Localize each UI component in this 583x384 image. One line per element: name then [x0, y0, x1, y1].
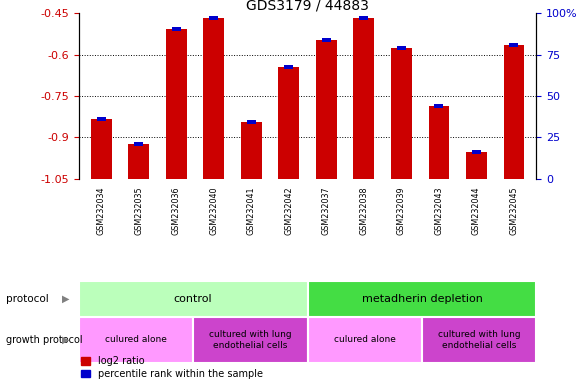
Text: culured alone: culured alone — [334, 335, 396, 344]
Text: metadherin depletion: metadherin depletion — [361, 294, 482, 304]
Title: GDS3179 / 44883: GDS3179 / 44883 — [246, 0, 369, 12]
Text: GSM232035: GSM232035 — [134, 187, 143, 235]
Text: growth protocol: growth protocol — [6, 335, 82, 345]
Bar — [166, 28, 187, 179]
Bar — [97, 118, 106, 121]
Text: cultured with lung
endothelial cells: cultured with lung endothelial cells — [438, 330, 521, 349]
Bar — [241, 122, 262, 179]
Bar — [193, 317, 308, 363]
Text: GSM232042: GSM232042 — [285, 187, 293, 235]
Text: GSM232044: GSM232044 — [472, 187, 481, 235]
Bar — [391, 48, 412, 179]
Text: ▶: ▶ — [62, 335, 70, 345]
Bar — [466, 152, 487, 179]
Bar — [422, 317, 536, 363]
Text: ▶: ▶ — [62, 294, 70, 304]
Text: GSM232041: GSM232041 — [247, 187, 256, 235]
Text: culured alone: culured alone — [105, 335, 167, 344]
Bar — [353, 18, 374, 179]
Text: GSM232039: GSM232039 — [397, 187, 406, 235]
Bar — [79, 281, 308, 317]
Bar — [134, 142, 143, 146]
Bar — [209, 15, 219, 20]
Bar — [509, 43, 518, 47]
Bar — [279, 67, 299, 179]
Text: GSM232037: GSM232037 — [322, 187, 331, 235]
Bar — [504, 45, 524, 179]
Text: GSM232040: GSM232040 — [209, 187, 218, 235]
Text: cultured with lung
endothelial cells: cultured with lung endothelial cells — [209, 330, 292, 349]
Bar — [308, 281, 536, 317]
Bar — [434, 104, 444, 108]
Bar — [91, 119, 111, 179]
Bar — [203, 18, 224, 179]
Text: GSM232036: GSM232036 — [172, 187, 181, 235]
Bar — [322, 38, 331, 41]
Text: GSM232045: GSM232045 — [510, 187, 518, 235]
Text: control: control — [174, 294, 212, 304]
Bar — [79, 317, 193, 363]
Bar — [359, 15, 368, 20]
Bar — [128, 144, 149, 179]
Bar — [308, 317, 422, 363]
Bar — [472, 151, 481, 154]
Bar — [396, 46, 406, 50]
Bar — [316, 40, 336, 179]
Bar — [284, 65, 293, 69]
Text: GSM232043: GSM232043 — [434, 187, 443, 235]
Bar — [171, 26, 181, 31]
Legend: log2 ratio, percentile rank within the sample: log2 ratio, percentile rank within the s… — [80, 356, 263, 379]
Text: GSM232038: GSM232038 — [359, 187, 368, 235]
Bar — [429, 106, 449, 179]
Text: GSM232034: GSM232034 — [97, 187, 106, 235]
Text: protocol: protocol — [6, 294, 48, 304]
Bar — [247, 120, 256, 124]
